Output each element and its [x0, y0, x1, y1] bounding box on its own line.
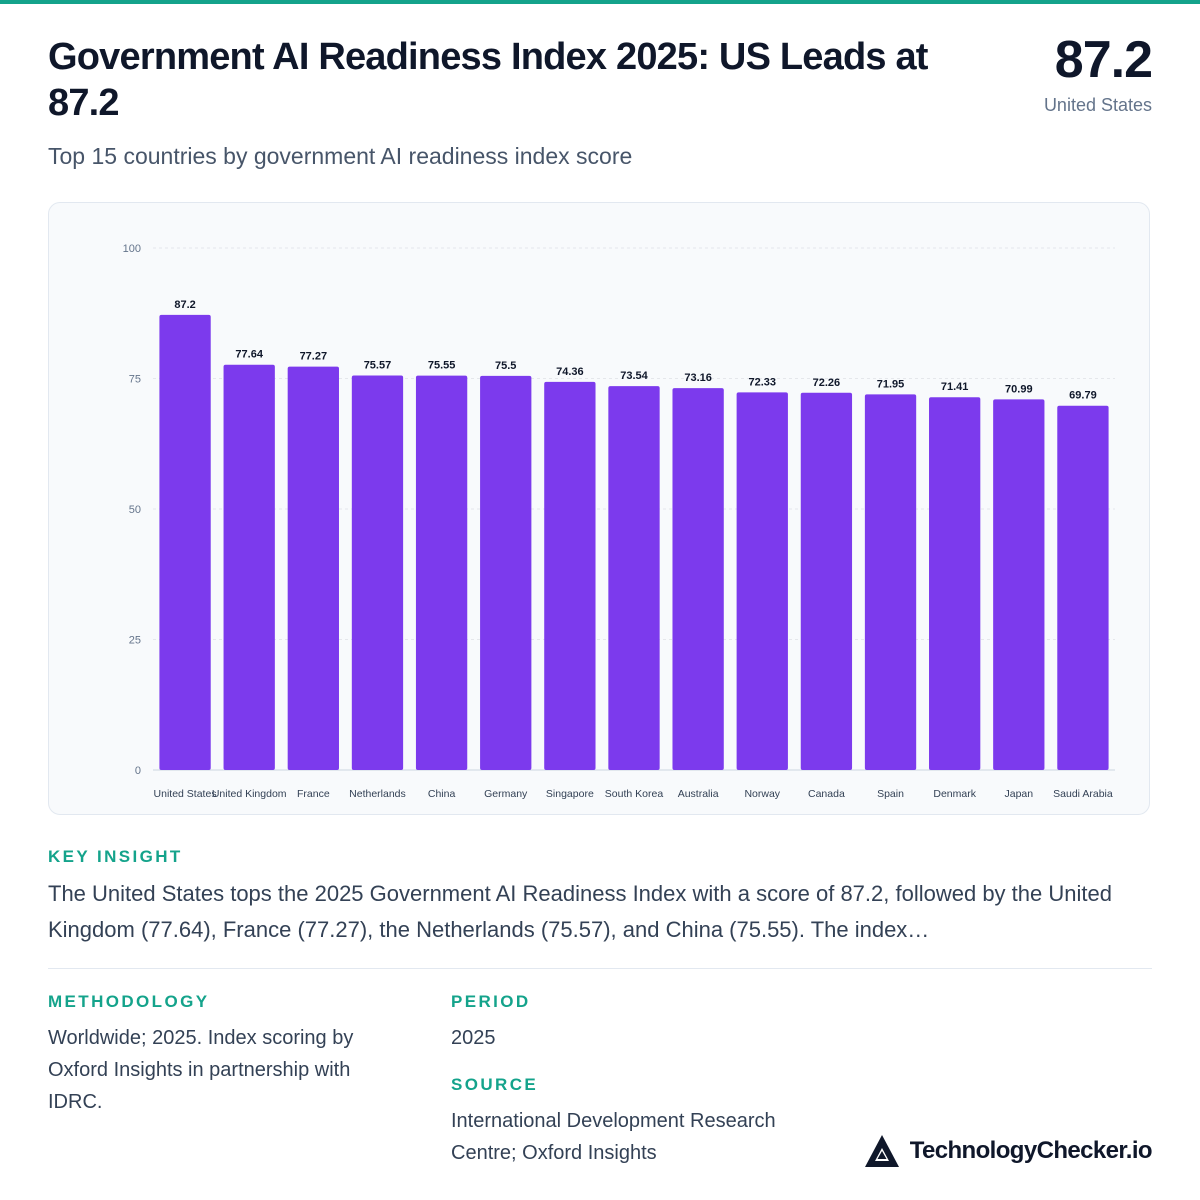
methodology-label: METHODOLOGY	[48, 992, 210, 1011]
bar	[1057, 405, 1109, 770]
bar	[864, 394, 917, 770]
bar-value-label: 87.2	[174, 299, 195, 311]
source-label: SOURCE	[451, 1075, 539, 1094]
brand-name: TechnologyChecker.io	[909, 1137, 1153, 1164]
x-tick-label: France	[297, 788, 330, 800]
x-tick-label: Norway	[744, 788, 780, 800]
insight-text: The United States tops the 2025 Governme…	[48, 881, 1112, 942]
chart-card: 0 25 50 75 100 87.2 United States 77.64 United K…	[48, 202, 1150, 815]
bar-value-label: 77.27	[300, 351, 328, 363]
x-tick-label: Denmark	[933, 788, 976, 800]
y-tick-label: 25	[129, 635, 141, 647]
bar	[351, 375, 404, 770]
page-subtitle: Top 15 countries by government AI readin…	[48, 143, 633, 169]
bar	[672, 388, 724, 770]
bar	[929, 397, 981, 770]
bar	[480, 375, 532, 770]
source-text: International Development Research Centr…	[451, 1110, 776, 1164]
bar-value-label: 77.64	[235, 349, 263, 361]
bar-value-label: 72.26	[813, 377, 841, 389]
bar	[608, 386, 660, 770]
bar	[800, 392, 853, 770]
bar-value-label: 74.36	[556, 366, 584, 378]
bar	[736, 392, 788, 770]
bar-value-label: 73.16	[684, 372, 712, 384]
y-tick-label: 50	[129, 504, 141, 516]
bar	[223, 364, 275, 770]
insight-label: KEY INSIGHT	[48, 847, 183, 866]
y-tick-label: 75	[129, 374, 141, 386]
bar-value-label: 71.41	[941, 381, 969, 393]
page-title: Government AI Readiness Index 2025: US L…	[48, 36, 928, 124]
x-tick-label: China	[428, 788, 456, 800]
x-tick-label: Australia	[678, 788, 719, 800]
bar	[287, 366, 339, 770]
bar-value-label: 75.55	[428, 360, 456, 372]
brand: TechnologyChecker.io	[864, 1134, 1153, 1168]
triangle-logo-icon	[864, 1135, 899, 1167]
bar-value-label: 69.79	[1069, 390, 1097, 402]
bar-value-label: 72.33	[749, 376, 777, 388]
x-tick-label: Saudi Arabia	[1053, 788, 1113, 800]
x-tick-label: Netherlands	[349, 788, 406, 800]
section-divider	[48, 968, 1152, 969]
bar	[993, 399, 1045, 770]
period-text: 2025	[451, 1027, 496, 1049]
headline-kpi-value: 87.2	[1054, 31, 1153, 89]
headline-kpi-label: United States	[1043, 95, 1152, 115]
top-accent-rule	[0, 0, 1200, 4]
x-tick-label: Singapore	[546, 788, 594, 800]
bar	[544, 381, 596, 770]
y-tick-label: 100	[123, 243, 141, 255]
bar-value-label: 75.57	[364, 360, 392, 372]
bar-chart: 0 25 50 75 100 87.2 United States 77.64 United K…	[123, 243, 1115, 800]
bar-value-label: 73.54	[620, 370, 648, 382]
bar-value-label: 71.95	[877, 378, 905, 390]
methodology-text: Worldwide; 2025. Index scoring by Oxford…	[48, 1027, 354, 1113]
x-tick-label: United Kingdom	[212, 788, 287, 800]
x-tick-label: Germany	[484, 788, 528, 800]
x-tick-label: Japan	[1004, 788, 1033, 800]
bar-value-label: 70.99	[1005, 383, 1033, 395]
period-label: PERIOD	[451, 992, 531, 1011]
x-tick-label: Spain	[877, 788, 904, 800]
bar-value-label: 75.5	[495, 360, 516, 372]
x-tick-label: Canada	[808, 788, 845, 800]
x-tick-label: United States	[154, 788, 217, 800]
bar	[415, 375, 468, 770]
x-tick-label: South Korea	[605, 788, 664, 800]
bar	[159, 314, 211, 770]
y-tick-label: 0	[135, 765, 141, 777]
